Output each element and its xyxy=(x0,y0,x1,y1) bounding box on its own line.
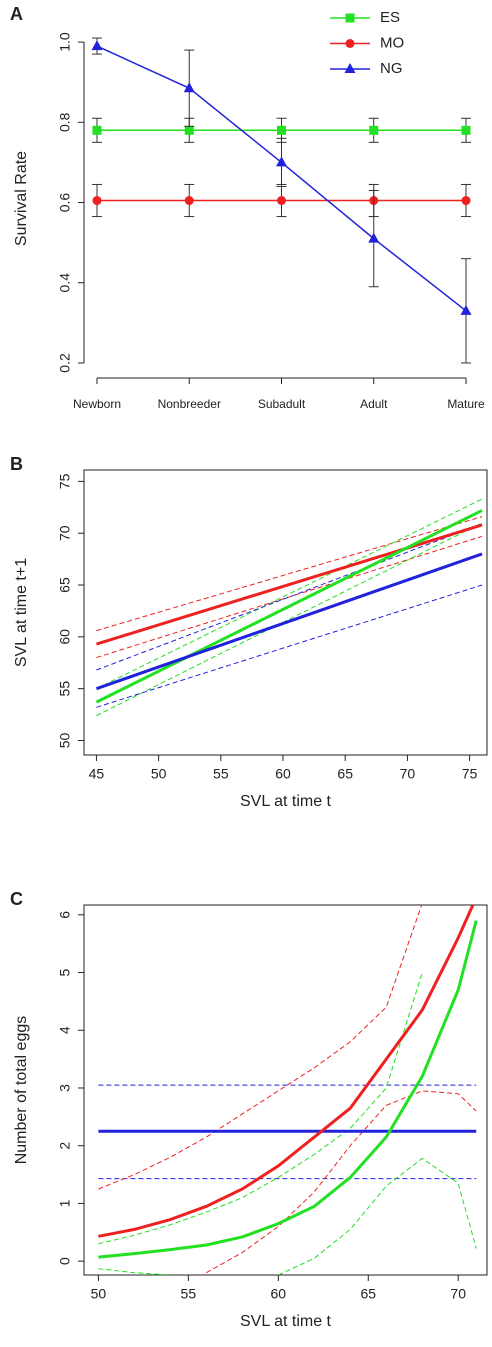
marker xyxy=(345,39,355,48)
y-tick-label: 60 xyxy=(57,629,73,645)
marker xyxy=(183,82,195,93)
legend-label: ES xyxy=(380,9,400,26)
x-tick-label: 65 xyxy=(337,766,353,782)
marker xyxy=(461,125,471,135)
marker xyxy=(92,125,102,135)
plot-area xyxy=(91,37,472,364)
y-tick-label: 0.4 xyxy=(57,273,73,293)
x-tick-label: 50 xyxy=(91,1286,107,1302)
series-line xyxy=(96,498,483,690)
x-tick-label: 45 xyxy=(89,766,105,782)
y-tick-label: 2 xyxy=(57,1142,73,1150)
series-line xyxy=(98,905,423,1190)
y-tick-label: 1.0 xyxy=(57,32,73,52)
x-tick-label: Newborn xyxy=(73,397,121,411)
x-axis-label: SVL at time t xyxy=(240,793,332,810)
x-tick-label: Mature xyxy=(447,397,485,411)
y-tick-label: 70 xyxy=(57,525,73,541)
marker xyxy=(277,125,286,135)
y-tick-label: 4 xyxy=(57,1026,73,1034)
y-tick-label: 6 xyxy=(57,911,73,919)
x-tick-label: 55 xyxy=(213,766,229,782)
x-tick-label: 55 xyxy=(181,1286,197,1302)
marker xyxy=(369,125,379,135)
series-line xyxy=(98,972,423,1245)
series-line xyxy=(98,905,475,1238)
marker xyxy=(461,196,471,206)
marker xyxy=(92,196,102,206)
plot-area xyxy=(95,498,483,717)
x-tick-label: 60 xyxy=(275,766,291,782)
marker xyxy=(344,63,356,73)
x-tick-label: 60 xyxy=(271,1286,287,1302)
x-tick-label: 50 xyxy=(151,766,167,782)
y-tick-label: 55 xyxy=(57,681,73,697)
marker xyxy=(184,196,194,206)
series-line xyxy=(98,1157,477,1275)
plot-frame xyxy=(83,469,488,756)
y-tick-label: 5 xyxy=(57,968,73,976)
plot-area xyxy=(98,905,478,1275)
series-line xyxy=(95,509,483,704)
x-tick-label: 70 xyxy=(450,1286,466,1302)
legend-label: NG xyxy=(380,60,403,77)
y-tick-label: 0.2 xyxy=(57,353,73,373)
series-line xyxy=(95,552,483,691)
y-tick-label: 0.6 xyxy=(57,193,73,213)
marker xyxy=(277,196,286,206)
marker xyxy=(276,156,287,167)
series-line xyxy=(96,523,483,671)
marker xyxy=(460,304,472,315)
x-tick-label: 70 xyxy=(400,766,416,782)
y-tick-label: 0 xyxy=(57,1257,73,1265)
panel-label: A xyxy=(10,4,23,24)
plot-frame xyxy=(83,904,488,1276)
y-tick-label: 75 xyxy=(57,473,73,489)
y-axis-label: Number of total eggs xyxy=(13,1016,30,1165)
marker xyxy=(368,232,380,243)
x-tick-label: Nonbreeder xyxy=(158,397,221,411)
y-axis-label: Survival Rate xyxy=(13,151,30,246)
x-tick-label: Subadult xyxy=(258,397,306,411)
x-tick-label: Adult xyxy=(360,397,388,411)
panel-label: C xyxy=(10,889,23,909)
y-tick-label: 0.8 xyxy=(57,112,73,132)
y-tick-label: 65 xyxy=(57,577,73,593)
x-axis-label: SVL at time t xyxy=(240,1313,332,1330)
series-line xyxy=(95,523,483,646)
series-line xyxy=(98,920,478,1259)
marker xyxy=(345,13,355,23)
series-line xyxy=(96,535,483,659)
x-tick-label: 75 xyxy=(462,766,478,782)
marker xyxy=(184,125,194,135)
y-tick-label: 1 xyxy=(57,1199,73,1207)
legend-label: MO xyxy=(380,34,404,51)
series-line xyxy=(96,516,483,632)
series-line xyxy=(96,584,483,708)
y-axis-label: SVL at time t+1 xyxy=(13,558,30,667)
marker xyxy=(91,40,103,51)
series-line xyxy=(206,1090,477,1274)
y-tick-label: 50 xyxy=(57,732,73,748)
y-tick-label: 3 xyxy=(57,1084,73,1092)
panel-label: B xyxy=(10,454,23,474)
x-tick-label: 65 xyxy=(360,1286,376,1302)
series-line xyxy=(96,522,483,717)
